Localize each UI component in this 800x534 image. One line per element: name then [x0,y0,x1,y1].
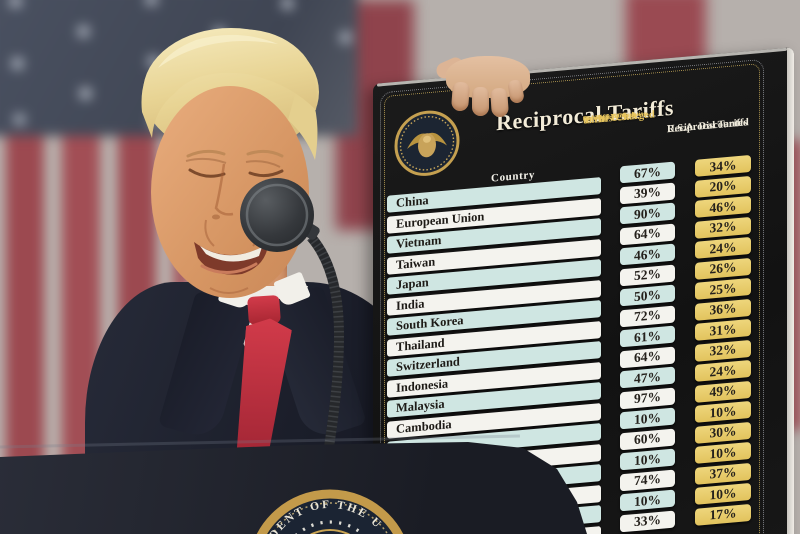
discounted-cell: 25% [695,277,751,300]
charged-cell: 64% [620,223,675,245]
discounted-cell: 24% [695,359,751,382]
charged-column: 67% 39% 90% 64% 46% 52% 50% 72% 61% 64% 47% 97% 10% 6… [620,161,675,532]
charged-cell: 10% [620,448,675,471]
finger [490,87,509,118]
discounted-cell: 10% [695,441,751,464]
charged-cell: 47% [620,366,675,389]
discounted-cell: 10% [695,400,751,423]
discounted-cell: 20% [695,175,751,198]
discounted-cell: 31% [695,318,751,341]
presidential-seal-icon [394,110,460,176]
discounted-cell: 30% [695,421,751,444]
charged-cell: 61% [620,325,675,348]
discounted-cell: 32% [695,216,751,239]
discounted-column: 34% 20% 46% 32% 24% 26% 25% 36% 31% 32% 24% 49% 10% 3… [695,154,751,526]
charged-cell: 64% [620,346,675,368]
tariff-board: Reciprocal Tariffs Tariffs Charged to th… [373,47,794,534]
charged-cell: 72% [620,305,675,327]
microphone-icon [240,178,345,462]
charged-cell: 74% [620,469,675,491]
discounted-cell: 37% [695,462,751,485]
charged-cell: 60% [620,428,675,450]
charged-cell: 10% [620,407,675,430]
charged-cell: 67% [620,161,675,184]
discounted-cell: 32% [695,339,751,362]
charged-cell: 39% [620,182,675,204]
presidential-seal-icon: SIDENT OF THE U [256,489,404,534]
discounted-cell: 10% [695,482,751,505]
charged-cell: 52% [620,264,675,286]
discounted-cell: 49% [695,380,751,403]
discounted-cell: 24% [695,236,751,259]
hand [430,50,540,125]
charged-cell: 97% [620,387,675,409]
charged-cell: 50% [620,284,675,307]
flag-stars [10,0,21,7]
board-paper-edge [787,47,794,534]
discounted-cell: 34% [695,154,751,177]
charged-cell: 10% [620,489,675,512]
charged-cell: 90% [620,202,675,225]
discounted-cell: 36% [695,298,751,321]
finger [472,87,489,116]
discounted-cell: 26% [695,257,751,280]
charged-cell: 46% [620,243,675,266]
finger [451,81,470,112]
discounted-cell: 46% [695,195,751,218]
